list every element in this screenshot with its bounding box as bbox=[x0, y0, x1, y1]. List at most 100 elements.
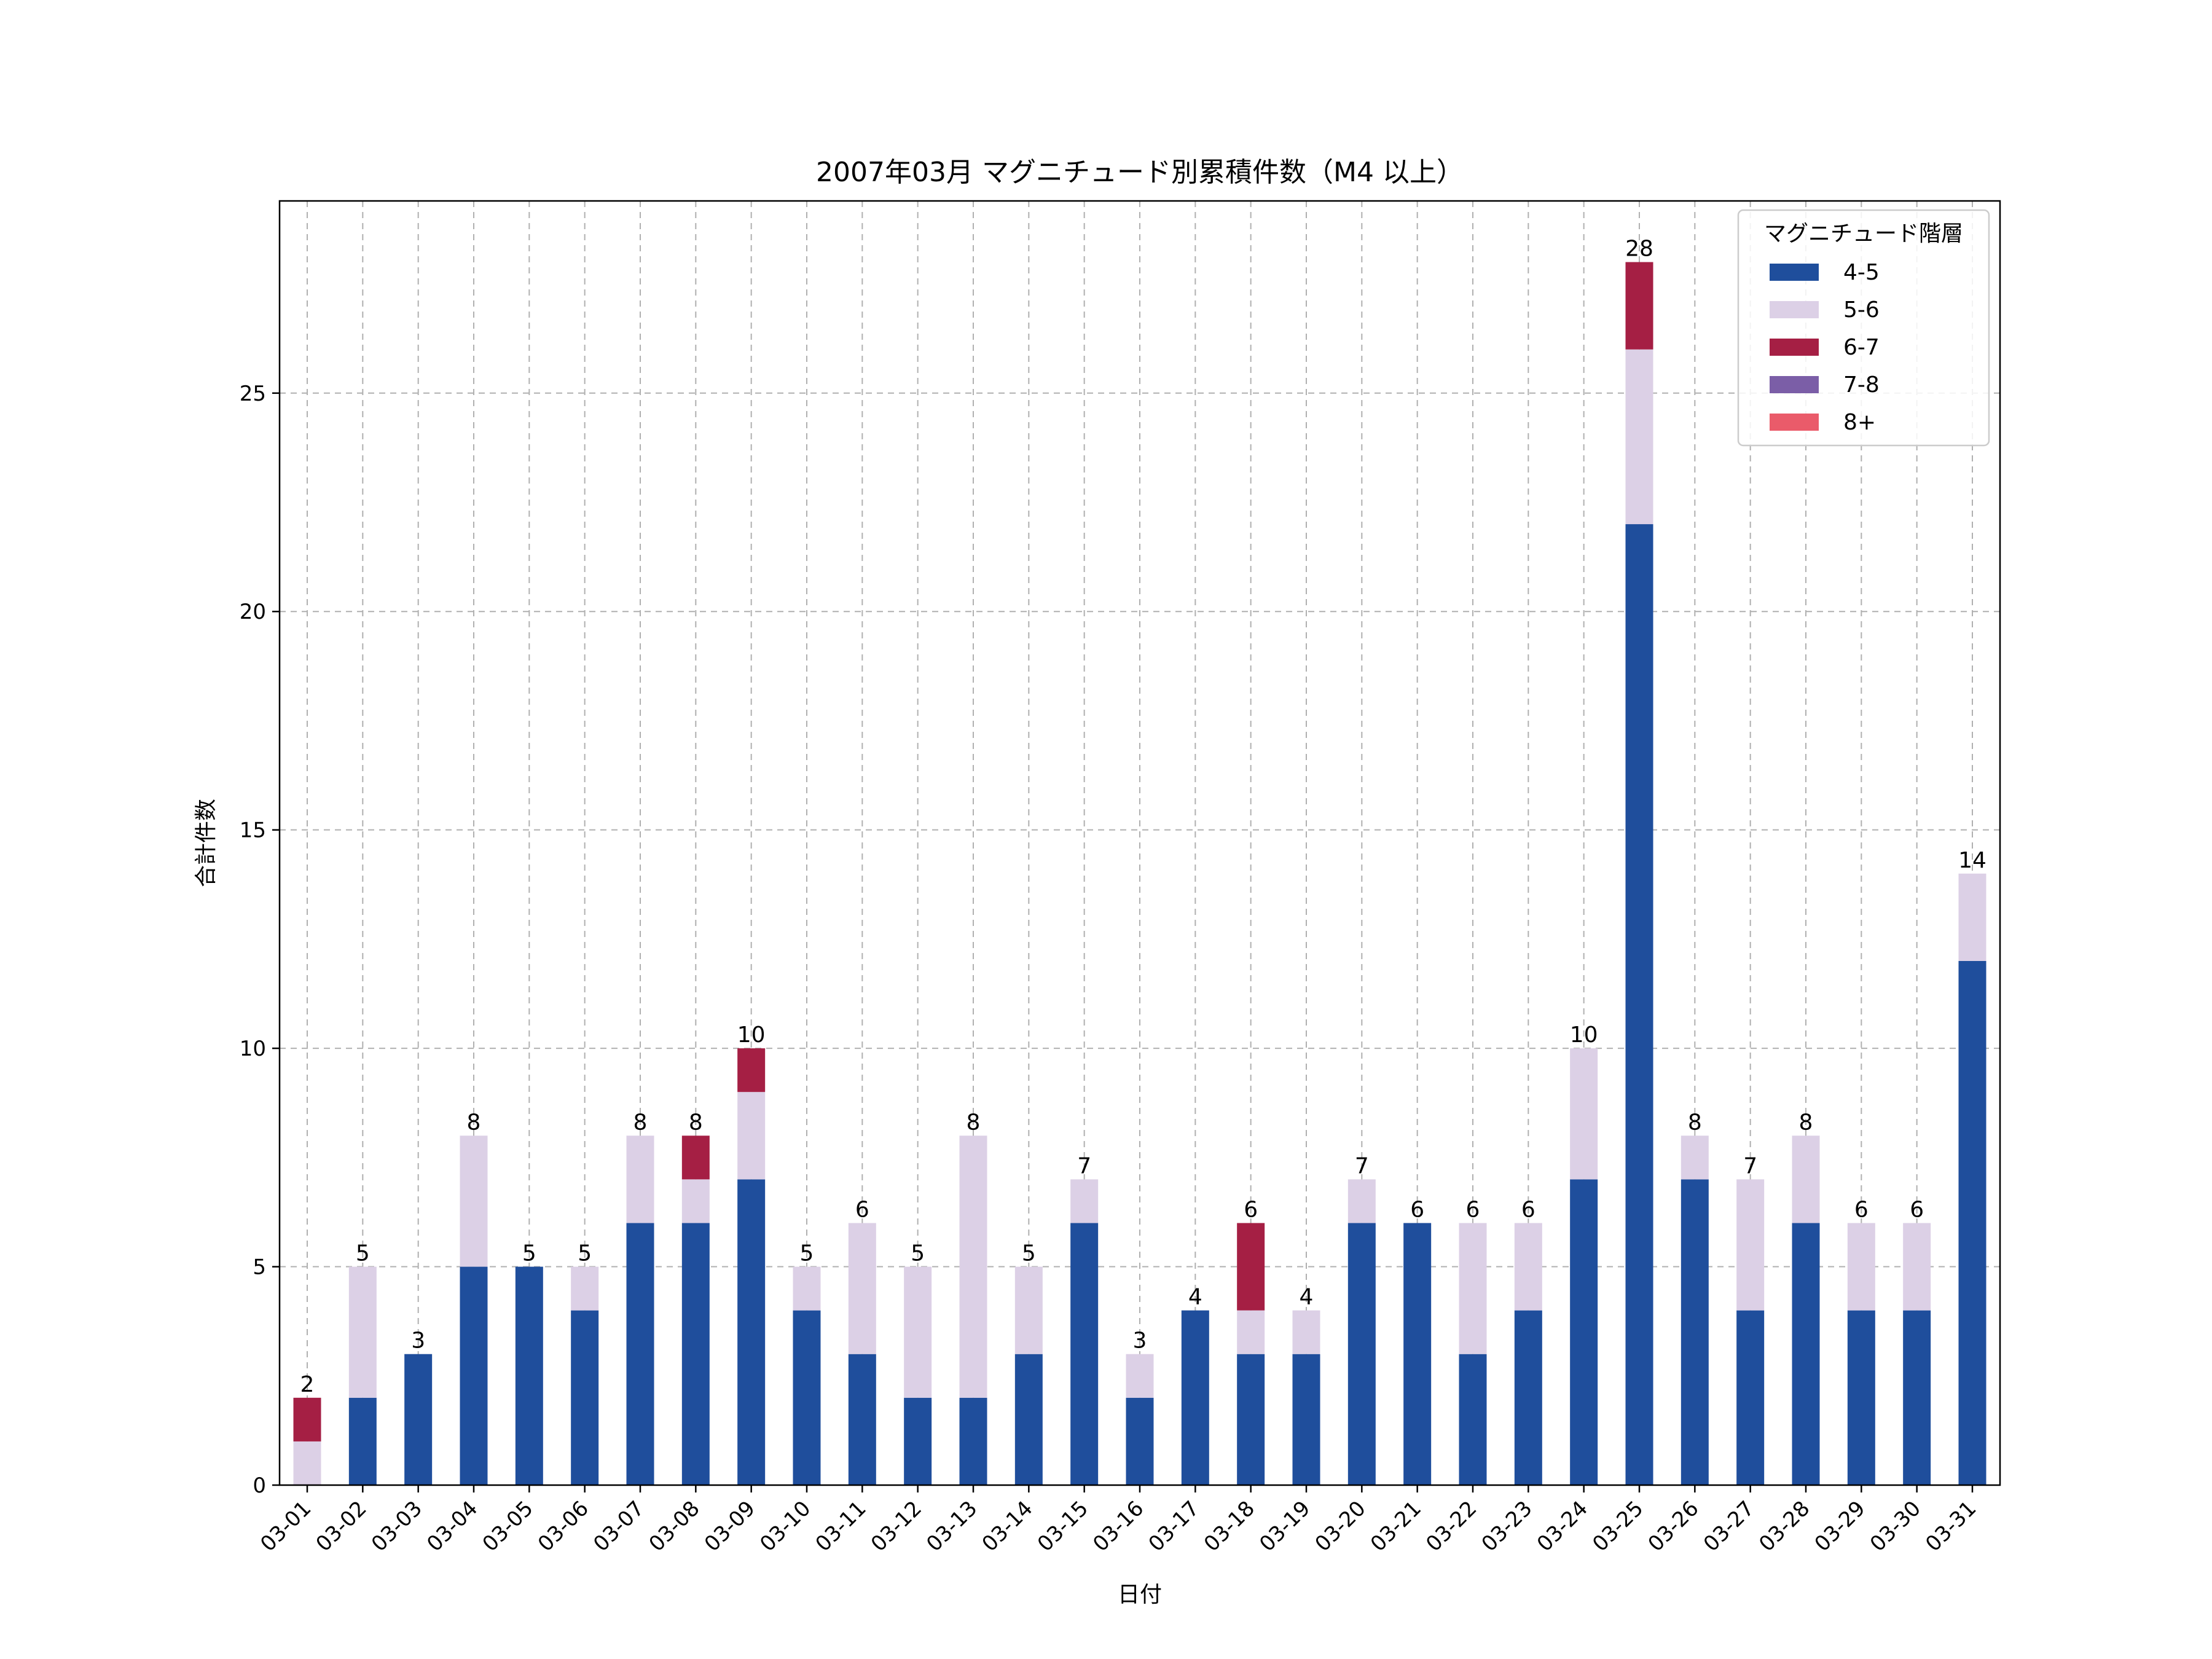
bar-segment bbox=[1347, 1179, 1376, 1223]
bar-segment bbox=[1237, 1310, 1265, 1354]
x-tick-label: 03-17 bbox=[1144, 1496, 1204, 1556]
bar-segment bbox=[1459, 1354, 1487, 1485]
bar-total-label: 4 bbox=[1188, 1285, 1202, 1310]
y-axis: 0 5 10 15 20 25 bbox=[240, 382, 280, 1498]
legend-items: 4-5 5-6 6-7 7-8 8+ bbox=[1770, 260, 1880, 435]
x-tick-label: 03-12 bbox=[866, 1496, 927, 1556]
bar-segment bbox=[1958, 873, 1986, 961]
bar-total-label: 8 bbox=[1688, 1110, 1702, 1135]
bar-segment bbox=[1181, 1310, 1209, 1485]
bar-total-label: 8 bbox=[689, 1110, 703, 1135]
bar-segment bbox=[1903, 1310, 1931, 1485]
x-tick-label: 03-30 bbox=[1865, 1496, 1926, 1556]
bar-total-label: 6 bbox=[1244, 1197, 1258, 1222]
bar-segment bbox=[1903, 1223, 1931, 1311]
x-tick-label: 03-19 bbox=[1255, 1496, 1315, 1556]
bar-segment bbox=[1847, 1223, 1875, 1311]
legend-label: 8+ bbox=[1843, 410, 1876, 435]
x-tick-label: 03-13 bbox=[922, 1496, 982, 1556]
bar-total-label: 7 bbox=[1077, 1153, 1091, 1179]
legend-label: 6-7 bbox=[1843, 335, 1880, 360]
x-tick-label: 03-10 bbox=[755, 1496, 815, 1556]
x-tick-label: 03-23 bbox=[1477, 1496, 1537, 1556]
bar-total-label: 6 bbox=[1521, 1197, 1535, 1222]
legend-swatch bbox=[1770, 264, 1819, 281]
bar-segment bbox=[348, 1397, 377, 1485]
bar-segment bbox=[737, 1048, 766, 1092]
x-tick-label: 03-02 bbox=[312, 1496, 372, 1556]
bar-total-label: 6 bbox=[1854, 1197, 1869, 1222]
bar-segment bbox=[1792, 1135, 1820, 1223]
bar-segment bbox=[1958, 960, 1986, 1485]
bar-segment bbox=[571, 1266, 599, 1311]
bar-segment bbox=[904, 1397, 932, 1485]
y-tick-label: 25 bbox=[240, 382, 266, 406]
bar-segment bbox=[904, 1266, 932, 1398]
x-tick-label: 03-21 bbox=[1366, 1496, 1426, 1556]
bar-total-label: 6 bbox=[1466, 1197, 1480, 1222]
bar-total-label: 5 bbox=[800, 1241, 814, 1266]
bar-total-label: 10 bbox=[1570, 1022, 1598, 1048]
bar-segment bbox=[1625, 524, 1653, 1485]
bar-segment bbox=[626, 1135, 654, 1223]
x-tick-label: 03-29 bbox=[1810, 1496, 1870, 1556]
legend-swatch bbox=[1770, 301, 1819, 318]
bar-segment bbox=[571, 1310, 599, 1485]
bar-total-label: 5 bbox=[356, 1241, 370, 1266]
x-tick-label: 03-08 bbox=[645, 1496, 705, 1556]
bar-segment bbox=[460, 1266, 488, 1485]
bar-total-label: 5 bbox=[522, 1241, 536, 1266]
bar-segment bbox=[348, 1266, 377, 1398]
bar-total-label: 2 bbox=[300, 1372, 315, 1397]
bar-segment bbox=[1292, 1354, 1320, 1485]
bar-segment bbox=[1570, 1179, 1598, 1485]
bar-total-label: 7 bbox=[1743, 1153, 1757, 1179]
x-tick-label: 03-09 bbox=[700, 1496, 760, 1556]
bar-total-label: 6 bbox=[855, 1197, 869, 1222]
x-tick-label: 03-20 bbox=[1311, 1496, 1371, 1556]
bar-segment bbox=[1014, 1354, 1043, 1485]
bar-segment bbox=[1292, 1310, 1320, 1354]
bar-total-label: 8 bbox=[633, 1110, 648, 1135]
bar-segment bbox=[1403, 1223, 1432, 1485]
bar-segment bbox=[681, 1223, 710, 1485]
bar-total-label: 8 bbox=[967, 1110, 981, 1135]
x-tick-label: 03-24 bbox=[1532, 1496, 1593, 1556]
bar-segment bbox=[293, 1397, 321, 1441]
bar-total-label: 5 bbox=[578, 1241, 592, 1266]
y-axis-title: 合計件数 bbox=[194, 799, 219, 887]
bar-total-label: 28 bbox=[1625, 237, 1653, 262]
bar-total-label: 10 bbox=[737, 1022, 766, 1048]
y-tick-label: 20 bbox=[240, 600, 266, 624]
x-tick-label: 03-14 bbox=[978, 1496, 1038, 1556]
bar-segment bbox=[1792, 1223, 1820, 1485]
bar-total-label: 3 bbox=[1133, 1328, 1147, 1354]
bar-total-label: 6 bbox=[1910, 1197, 1924, 1222]
bar-total-label: 8 bbox=[1799, 1110, 1813, 1135]
x-tick-label: 03-06 bbox=[533, 1496, 594, 1556]
bar-segment bbox=[404, 1354, 433, 1485]
bar-segment bbox=[681, 1135, 710, 1180]
x-tick-label: 03-11 bbox=[811, 1496, 871, 1556]
x-tick-label: 03-26 bbox=[1644, 1496, 1704, 1556]
bar-total-label: 8 bbox=[467, 1110, 481, 1135]
x-tick-label: 03-27 bbox=[1699, 1496, 1759, 1556]
bar-segment bbox=[1625, 349, 1653, 525]
bar-segment bbox=[1847, 1310, 1875, 1485]
chart-title: 2007年03月 マグニチュード別累積件数（M4 以上） bbox=[816, 157, 1464, 188]
bar-segment bbox=[1014, 1266, 1043, 1354]
legend-label: 5-6 bbox=[1843, 297, 1880, 323]
bar-segment bbox=[626, 1223, 654, 1485]
x-tick-label: 03-22 bbox=[1421, 1496, 1481, 1556]
bar-total-label: 3 bbox=[411, 1328, 425, 1354]
bars bbox=[293, 262, 1986, 1485]
bar-total-label: 5 bbox=[1022, 1241, 1036, 1266]
bar-segment bbox=[848, 1354, 876, 1485]
legend-swatch bbox=[1770, 339, 1819, 356]
legend-swatch bbox=[1770, 376, 1819, 393]
x-tick-label: 03-04 bbox=[422, 1496, 482, 1556]
bar-segment bbox=[737, 1092, 766, 1180]
bar-segment bbox=[1570, 1048, 1598, 1180]
bar-segment bbox=[460, 1135, 488, 1267]
x-tick-label: 03-07 bbox=[589, 1496, 649, 1556]
